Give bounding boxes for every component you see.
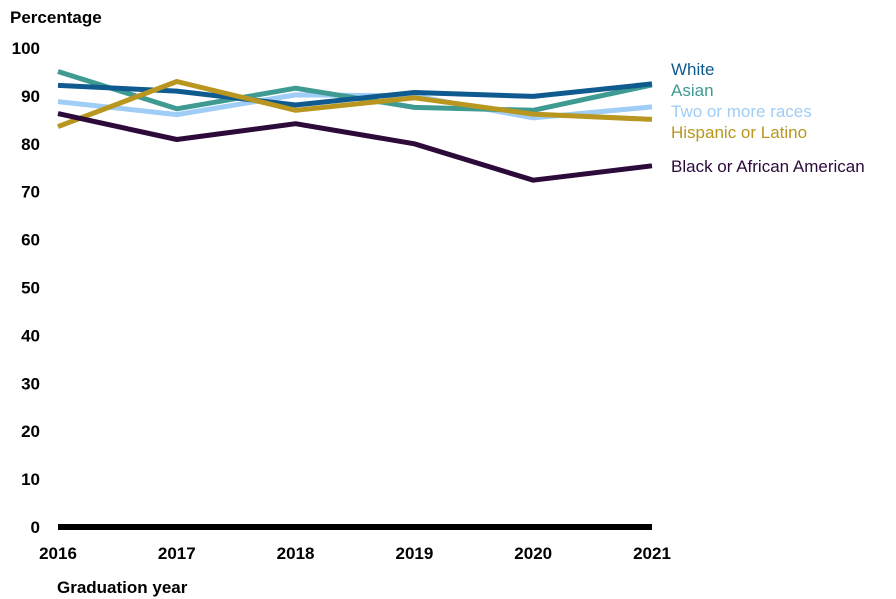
- series-line-3: [57, 79, 653, 129]
- y-tick-label: 100: [12, 39, 40, 58]
- y-axis-ticks: 0 10 20 30 40 50 60 70 80 90 100: [12, 39, 40, 537]
- x-tick-label: 2019: [395, 544, 433, 563]
- series-label: White: [671, 60, 714, 79]
- y-tick-label: 20: [21, 422, 40, 441]
- y-tick-label: 70: [21, 183, 40, 202]
- series-label: Two or more races: [671, 102, 812, 121]
- y-tick-label: 40: [21, 326, 40, 345]
- series-group: [57, 69, 653, 183]
- x-axis-ticks: 2016 2017 2018 2019 2020 2021: [39, 544, 671, 563]
- y-tick-label: 60: [21, 231, 40, 250]
- series-label: Black or African American: [671, 157, 865, 176]
- series-labels: Two or more races Asian White Hispanic or L…: [671, 60, 865, 176]
- y-axis-title: Percentage: [10, 8, 102, 27]
- series-label: Hispanic or Latino: [671, 123, 807, 142]
- x-tick-label: 2017: [158, 544, 196, 563]
- y-tick-label: 30: [21, 374, 40, 393]
- y-tick-label: 0: [31, 518, 40, 537]
- x-axis-title: Graduation year: [57, 578, 188, 597]
- y-tick-label: 10: [21, 470, 40, 489]
- y-tick-label: 50: [21, 279, 40, 298]
- series-line-4: [57, 111, 653, 183]
- x-tick-label: 2016: [39, 544, 77, 563]
- series-label: Asian: [671, 81, 714, 100]
- y-tick-label: 90: [21, 87, 40, 106]
- x-tick-label: 2018: [277, 544, 315, 563]
- x-tick-label: 2021: [633, 544, 671, 563]
- y-tick-label: 80: [21, 135, 40, 154]
- x-tick-label: 2020: [514, 544, 552, 563]
